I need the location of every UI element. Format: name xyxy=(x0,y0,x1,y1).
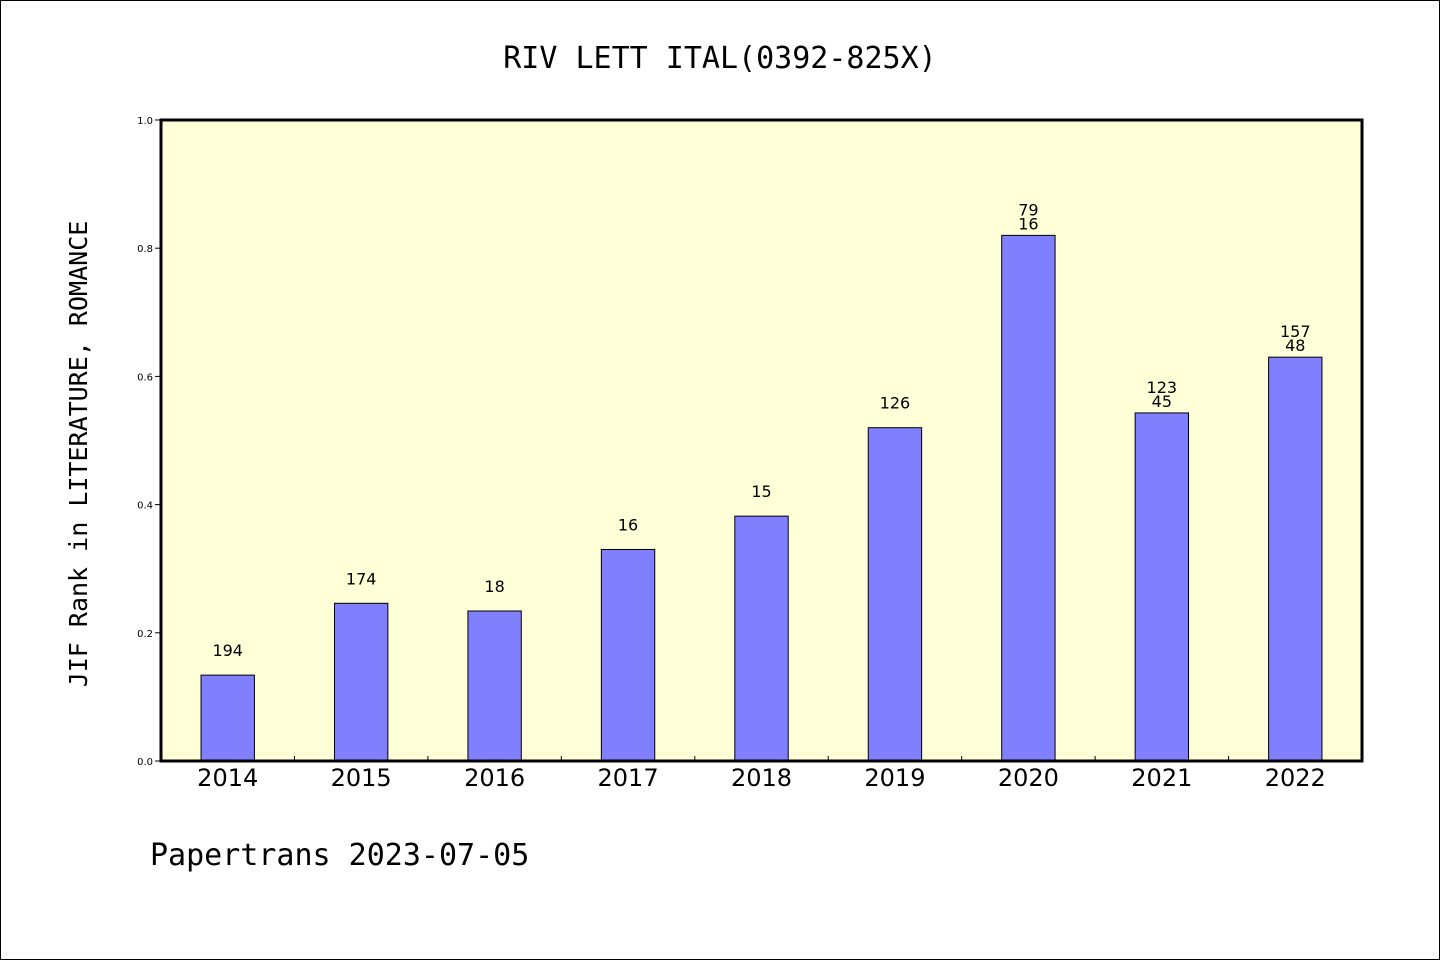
x-tick-label: 2016 xyxy=(464,764,525,792)
bar-2014 xyxy=(200,674,255,762)
bar-2018 xyxy=(734,515,789,762)
x-tick-label: 2021 xyxy=(1131,764,1192,792)
y-axis-label: JIF Rank in LITERATURE, ROMANCE xyxy=(64,221,93,688)
bar-series xyxy=(200,234,1323,762)
bar-2019 xyxy=(867,427,923,762)
bar-2020 xyxy=(1001,234,1056,762)
y-tick-label: 0.0 xyxy=(137,757,153,768)
data-label: 126 xyxy=(880,394,911,413)
data-label: 15 xyxy=(751,482,771,501)
data-label: 174 xyxy=(346,569,377,588)
data-label: 48 xyxy=(1285,336,1305,355)
bar-2016 xyxy=(467,610,522,762)
bar-2022 xyxy=(1268,356,1323,762)
x-tick-label: 2014 xyxy=(197,764,258,792)
data-label: 18 xyxy=(484,577,504,596)
x-tick-label: 2019 xyxy=(864,764,925,792)
footer-text: Papertrans 2023-07-05 xyxy=(150,838,529,873)
data-label: 16 xyxy=(618,515,638,534)
y-axis: 0.0 0.2 0.4 0.6 0.8 1.0 xyxy=(137,116,161,768)
bar-2021 xyxy=(1134,412,1190,762)
data-label: 79 xyxy=(1018,200,1038,219)
x-tick-label: 2020 xyxy=(998,764,1059,792)
plot-border xyxy=(159,118,1364,763)
data-label: 16 xyxy=(1018,214,1038,233)
bar-2017 xyxy=(600,548,656,762)
y-tick-label: 0.4 xyxy=(137,501,153,512)
data-label: 157 xyxy=(1280,322,1311,341)
y-tick-label: 0.2 xyxy=(137,629,153,640)
y-tick-label: 0.8 xyxy=(137,244,153,255)
chart-title: RIV LETT ITAL(0392-825X) xyxy=(503,41,936,76)
data-label: 45 xyxy=(1152,392,1172,411)
x-tick-label: 2017 xyxy=(598,764,659,792)
bar-2015 xyxy=(333,602,389,762)
x-tick-label: 2022 xyxy=(1265,764,1326,792)
data-label: 194 xyxy=(212,641,243,660)
x-axis: 2014 2015 2016 2017 2018 2019 2020 2021 2022 xyxy=(197,756,1326,792)
x-tick-label: 2018 xyxy=(731,764,792,792)
data-label: 123 xyxy=(1147,378,1178,397)
y-tick-label: 1.0 xyxy=(137,116,153,127)
y-tick-label: 0.6 xyxy=(137,372,153,383)
x-tick-label: 2015 xyxy=(331,764,392,792)
